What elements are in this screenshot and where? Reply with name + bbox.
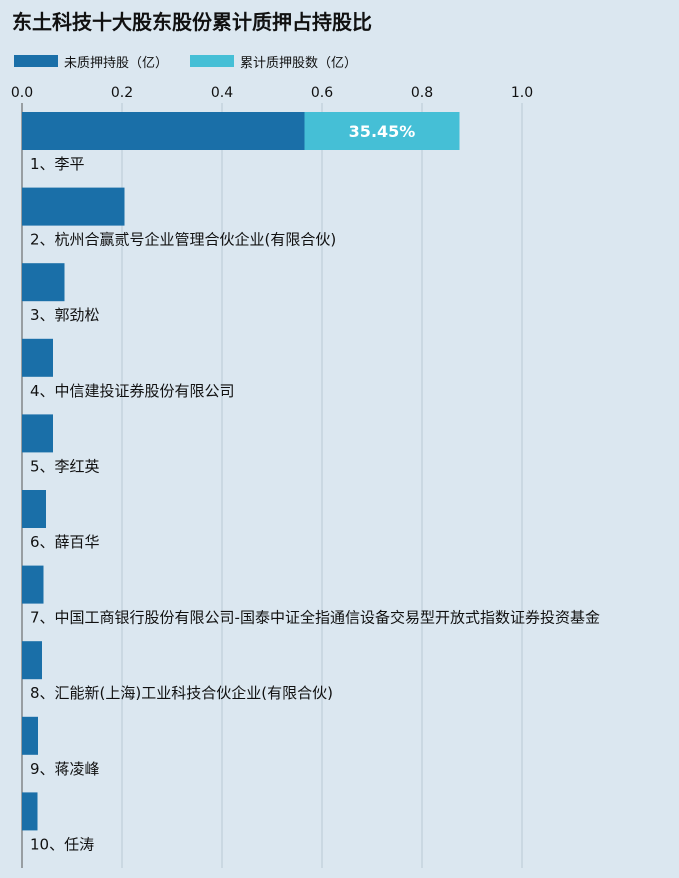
chart-legend: 未质押持股（亿） 累计质押股数（亿） (14, 52, 379, 71)
bar-unpledged (22, 490, 46, 528)
category-label: 9、蒋凌峰 (30, 760, 100, 778)
bar-unpledged (22, 792, 38, 831)
x-tick-label: 0.4 (211, 85, 233, 101)
data-label: 35.45% (349, 122, 416, 141)
x-tick-label: 0.0 (11, 85, 33, 101)
legend-swatch-unpledged (14, 55, 58, 67)
bar-unpledged (22, 716, 38, 755)
x-tick-label: 0.8 (411, 85, 433, 101)
category-label: 1、李平 (30, 155, 85, 173)
x-tick-label: 1.0 (511, 85, 533, 101)
category-label: 6、薛百华 (30, 533, 100, 551)
category-label: 10、任涛 (30, 835, 94, 853)
bar-unpledged (22, 263, 65, 302)
category-label: 2、杭州合赢贰号企业管理合伙企业(有限合伙) (30, 231, 336, 249)
category-label: 4、中信建投证券股份有限公司 (30, 382, 235, 400)
legend-item-unpledged: 未质押持股（亿） (14, 52, 168, 71)
bar-unpledged (22, 338, 53, 377)
bar-unpledged (22, 641, 42, 680)
category-label: 3、郭劲松 (30, 306, 100, 324)
bar-unpledged (22, 565, 44, 604)
legend-label-pledged: 累计质押股数（亿） (240, 55, 358, 71)
bar-pledged (304, 112, 460, 150)
x-tick-label: 0.6 (311, 85, 333, 101)
category-label: 7、中国工商银行股份有限公司-国泰中证全指通信设备交易型开放式指数证券投资基金 (30, 609, 600, 627)
category-label: 5、李红英 (30, 457, 100, 475)
bar-unpledged (22, 414, 53, 453)
legend-item-pledged: 累计质押股数（亿） (190, 52, 357, 71)
bar-unpledged (22, 187, 125, 226)
legend-label-unpledged: 未质押持股（亿） (64, 55, 169, 71)
legend-swatch-pledged (190, 55, 235, 67)
bar-unpledged (22, 112, 305, 150)
x-tick-label: 0.2 (111, 85, 133, 101)
chart-title: 东土科技十大股东股份累计质押占持股比 (12, 10, 372, 34)
category-label: 8、汇能新(上海)工业科技合伙企业(有限合伙) (30, 684, 333, 702)
